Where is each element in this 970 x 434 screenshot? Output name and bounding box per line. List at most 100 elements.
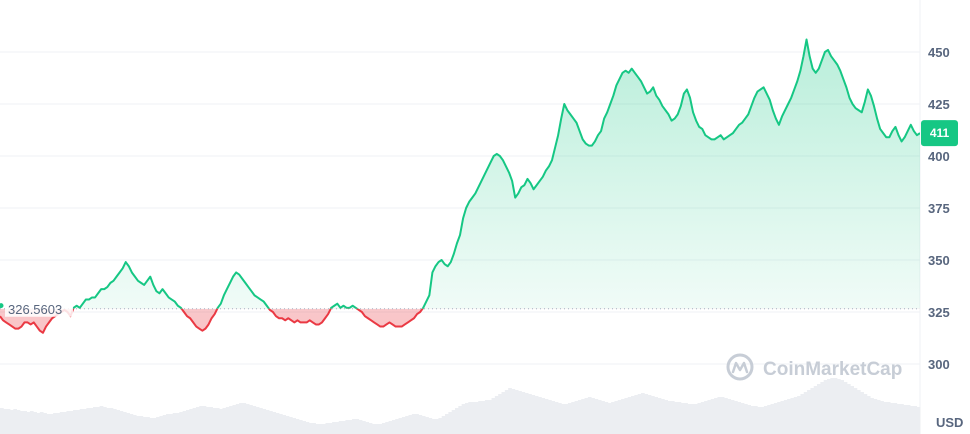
volume-bar (425, 417, 429, 434)
volume-bar (863, 394, 868, 434)
volume-bar (368, 423, 373, 434)
volume-bar (79, 409, 84, 434)
volume-bar (800, 394, 805, 434)
volume-bar (328, 423, 333, 434)
volume-bar (448, 412, 453, 434)
volume-bar (866, 396, 871, 434)
volume-bar (219, 409, 223, 434)
volume-bar (757, 407, 761, 434)
volume-bar (554, 402, 559, 434)
volume-bar (129, 414, 134, 434)
volume-bar (308, 423, 313, 434)
volume-bar (46, 414, 51, 434)
volume-bar (727, 399, 732, 434)
volume-bar (790, 398, 795, 434)
volume-bar (614, 401, 619, 434)
volume-bar (395, 419, 399, 434)
volume-bar (714, 398, 718, 434)
volume-bar (352, 419, 356, 434)
volume-bar (43, 413, 47, 434)
volume-bar (903, 405, 908, 434)
volume-bar (524, 393, 529, 434)
volume-bar (122, 412, 127, 434)
volume-bar (312, 423, 316, 434)
volume-bar (793, 397, 798, 434)
volume-bar (803, 392, 808, 434)
volume-bar (421, 416, 426, 434)
baseline-label: 326.5603 (8, 302, 62, 317)
volume-bar (767, 405, 771, 434)
volume-bar (650, 396, 655, 434)
volume-bar (156, 417, 160, 434)
volume-bar (538, 397, 542, 434)
volume-bar (285, 416, 290, 434)
volume-bar (670, 401, 675, 434)
volume-bar (348, 420, 353, 434)
volume-bar (371, 424, 376, 434)
volume-bar (856, 390, 861, 434)
volume-bar (557, 403, 562, 434)
volume-bar (292, 418, 296, 434)
volume-bar (690, 404, 695, 434)
volume-bar (498, 394, 502, 434)
volume-bar (627, 397, 632, 434)
volume-bar (694, 404, 698, 434)
volume-bar (734, 401, 738, 434)
volume-bar (119, 411, 124, 434)
volume-bar (405, 416, 409, 434)
volume-bar (581, 399, 585, 434)
volume-bar (33, 412, 37, 434)
volume-bar (235, 404, 240, 434)
volume-bar (677, 402, 682, 434)
volume-bar (322, 424, 326, 434)
volume-bar (441, 416, 446, 434)
volume-bar (631, 396, 635, 434)
volume-bar (657, 398, 662, 434)
volume-bar (468, 402, 473, 434)
volume-bar (571, 402, 575, 434)
area-fill-below-baseline (0, 308, 423, 333)
volume-bar (378, 424, 383, 434)
volume-bar (215, 408, 220, 434)
volume-bar (6, 409, 11, 434)
volume-bar (272, 412, 277, 434)
volume-bar (587, 397, 592, 434)
volume-bar (66, 411, 71, 434)
volume-bar (836, 379, 841, 434)
volume-bar (664, 400, 668, 434)
volume-bar (99, 406, 104, 434)
volume-bar (797, 396, 801, 434)
volume-bar (763, 406, 768, 434)
volume-bar (567, 403, 572, 434)
volume-bar (840, 380, 845, 434)
volume-bar (514, 390, 519, 434)
volume-bar (116, 410, 120, 434)
volume-bars (0, 378, 921, 434)
volume-bar (239, 403, 243, 434)
price-line-up[interactable] (0, 38, 920, 333)
last-price-tag: 411 (921, 120, 958, 147)
volume-bar (192, 408, 197, 434)
volume-bar (876, 400, 881, 434)
volume-bar (528, 394, 532, 434)
volume-bar (159, 416, 164, 434)
volume-bar (325, 423, 330, 434)
volume-bar (820, 382, 825, 434)
volume-bar (823, 380, 828, 434)
volume-bar (697, 403, 702, 434)
volume-bar (910, 406, 914, 434)
volume-bar (146, 417, 150, 434)
volume-bar (494, 396, 499, 434)
volume-bar (770, 404, 775, 434)
volume-bar (451, 410, 456, 434)
volume-bar (259, 408, 263, 434)
volume-bar (232, 405, 237, 434)
volume-bar (521, 392, 526, 434)
volume-bar (511, 389, 516, 434)
volume-bar (381, 423, 386, 434)
volume-bar (896, 404, 901, 434)
y-tick-label: 450 (928, 45, 950, 60)
last-price-tag-bg (921, 120, 958, 147)
volume-bar (179, 412, 184, 434)
